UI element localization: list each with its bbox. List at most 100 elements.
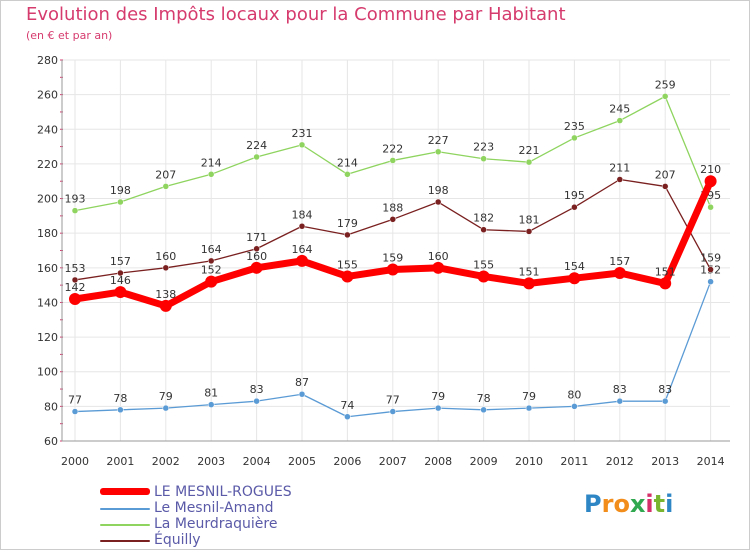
data-label-la-meurdraquiere: 193 xyxy=(65,193,86,206)
data-point-le-mesnil-amand xyxy=(571,403,578,410)
data-label-equilly: 211 xyxy=(609,161,630,174)
legend-swatch-la-meurdraquiere xyxy=(100,524,150,526)
data-point-le-mesnil-rogues xyxy=(296,254,308,267)
data-point-le-mesnil-amand xyxy=(525,404,533,412)
data-point-la-meurdraquiere xyxy=(434,148,442,156)
data-label-equilly: 157 xyxy=(110,255,131,268)
data-label-le-mesnil-rogues: 152 xyxy=(201,264,222,277)
data-point-le-mesnil-rogues xyxy=(477,270,490,283)
data-point-le-mesnil-amand xyxy=(253,397,260,405)
x-tick-label: 2011 xyxy=(560,455,588,468)
x-tick-label: 2009 xyxy=(470,455,498,468)
data-point-le-mesnil-rogues xyxy=(114,286,127,299)
legend-label-le-mesnil-amand: Le Mesnil-Amand xyxy=(154,500,274,516)
data-label-le-mesnil-rogues: 142 xyxy=(65,281,86,294)
x-tick-label: 2012 xyxy=(606,455,634,468)
data-label-equilly: 171 xyxy=(246,231,267,244)
data-point-la-meurdraquiere xyxy=(344,171,351,178)
data-point-la-meurdraquiere xyxy=(525,158,533,166)
legend-swatch-le-mesnil-amand xyxy=(100,508,150,510)
chart-subtitle: (en € et par an) xyxy=(26,29,113,42)
data-point-le-mesnil-rogues xyxy=(613,267,626,280)
legend-label-equilly: Équilly xyxy=(154,532,201,548)
proxiti-logo: Proxiti xyxy=(584,490,673,518)
data-point-equilly xyxy=(434,198,442,206)
data-label-la-meurdraquiere: 221 xyxy=(519,144,540,157)
data-point-la-meurdraquiere xyxy=(707,203,714,211)
y-tick-label: 280 xyxy=(37,54,58,67)
data-label-le-mesnil-rogues: 151 xyxy=(519,265,540,278)
data-point-le-mesnil-amand xyxy=(661,397,669,405)
y-tick-label: 120 xyxy=(37,331,58,344)
data-label-la-meurdraquiere: 235 xyxy=(564,120,585,133)
data-point-la-meurdraquiere xyxy=(298,141,306,149)
data-label-equilly: 160 xyxy=(155,250,176,263)
data-label-le-mesnil-rogues: 146 xyxy=(110,274,131,287)
data-point-le-mesnil-rogues xyxy=(205,275,218,288)
y-tick-label: 240 xyxy=(37,123,58,136)
data-point-equilly xyxy=(298,223,306,230)
data-label-equilly: 181 xyxy=(519,213,540,226)
y-tick-label: 220 xyxy=(37,158,58,171)
data-label-le-mesnil-amand: 81 xyxy=(204,387,218,400)
logo-letter: t xyxy=(653,490,666,518)
x-tick-label: 2008 xyxy=(424,455,452,468)
data-point-equilly xyxy=(480,226,487,233)
data-point-equilly xyxy=(661,183,669,190)
x-tick-label: 2006 xyxy=(333,455,361,468)
data-label-le-mesnil-amand: 79 xyxy=(522,390,536,403)
data-point-le-mesnil-rogues xyxy=(659,277,672,290)
data-label-le-mesnil-amand: 79 xyxy=(431,390,445,403)
data-point-le-mesnil-rogues xyxy=(159,299,172,312)
x-tick-label: 2000 xyxy=(61,455,89,468)
data-label-le-mesnil-rogues: 157 xyxy=(609,255,630,268)
logo-letter: r xyxy=(601,490,614,518)
data-label-equilly: 153 xyxy=(65,262,86,275)
data-point-equilly xyxy=(207,257,215,265)
data-point-le-mesnil-amand xyxy=(207,401,215,408)
data-point-la-meurdraquiere xyxy=(71,207,79,214)
legend-label-la-meurdraquiere: La Meurdraquière xyxy=(154,516,278,532)
data-label-le-mesnil-amand: 87 xyxy=(295,376,309,389)
y-tick-label: 180 xyxy=(37,227,58,240)
data-label-le-mesnil-rogues: 160 xyxy=(246,250,267,263)
logo-letter: P xyxy=(584,490,602,518)
data-point-equilly xyxy=(253,245,260,253)
data-point-la-meurdraquiere xyxy=(207,171,215,178)
data-point-equilly xyxy=(571,203,578,211)
data-label-equilly: 159 xyxy=(700,252,721,265)
legend-label-le-mesnil-rogues: LE MESNIL-ROGUES xyxy=(154,484,292,500)
data-label-la-meurdraquiere: 223 xyxy=(473,141,494,154)
x-tick-label: 2007 xyxy=(379,455,407,468)
data-label-le-mesnil-rogues: 154 xyxy=(564,260,585,273)
data-label-le-mesnil-amand: 77 xyxy=(386,394,400,407)
data-label-la-meurdraquiere: 214 xyxy=(201,156,222,169)
data-point-la-meurdraquiere xyxy=(661,93,669,100)
legend-swatch-le-mesnil-rogues xyxy=(100,488,150,495)
data-point-equilly xyxy=(71,276,79,284)
logo-letter: x xyxy=(629,490,646,518)
logo-letter: i xyxy=(645,490,654,518)
data-point-la-meurdraquiere xyxy=(616,117,624,124)
data-point-le-mesnil-rogues xyxy=(568,272,581,285)
y-tick-label: 260 xyxy=(37,89,58,102)
data-point-le-mesnil-rogues xyxy=(523,277,535,290)
data-label-le-mesnil-amand: 78 xyxy=(113,392,127,405)
data-point-le-mesnil-amand xyxy=(117,406,124,414)
chart-title: Evolution des Impôts locaux pour la Comm… xyxy=(26,4,566,25)
data-point-le-mesnil-rogues xyxy=(250,261,263,274)
data-point-equilly xyxy=(117,269,124,277)
data-label-la-meurdraquiere: 222 xyxy=(382,142,403,155)
data-point-equilly xyxy=(616,176,624,183)
data-point-le-mesnil-amand xyxy=(298,390,306,398)
x-tick-label: 2004 xyxy=(243,455,271,468)
x-tick-label: 2002 xyxy=(152,455,180,468)
data-point-la-meurdraquiere xyxy=(571,134,578,142)
data-point-la-meurdraquiere xyxy=(253,153,260,161)
y-tick-label: 160 xyxy=(37,262,58,275)
data-label-le-mesnil-rogues: 155 xyxy=(473,258,494,271)
data-point-la-meurdraquiere xyxy=(389,157,397,164)
data-label-equilly: 164 xyxy=(201,243,222,256)
x-tick-label: 2010 xyxy=(515,455,543,468)
